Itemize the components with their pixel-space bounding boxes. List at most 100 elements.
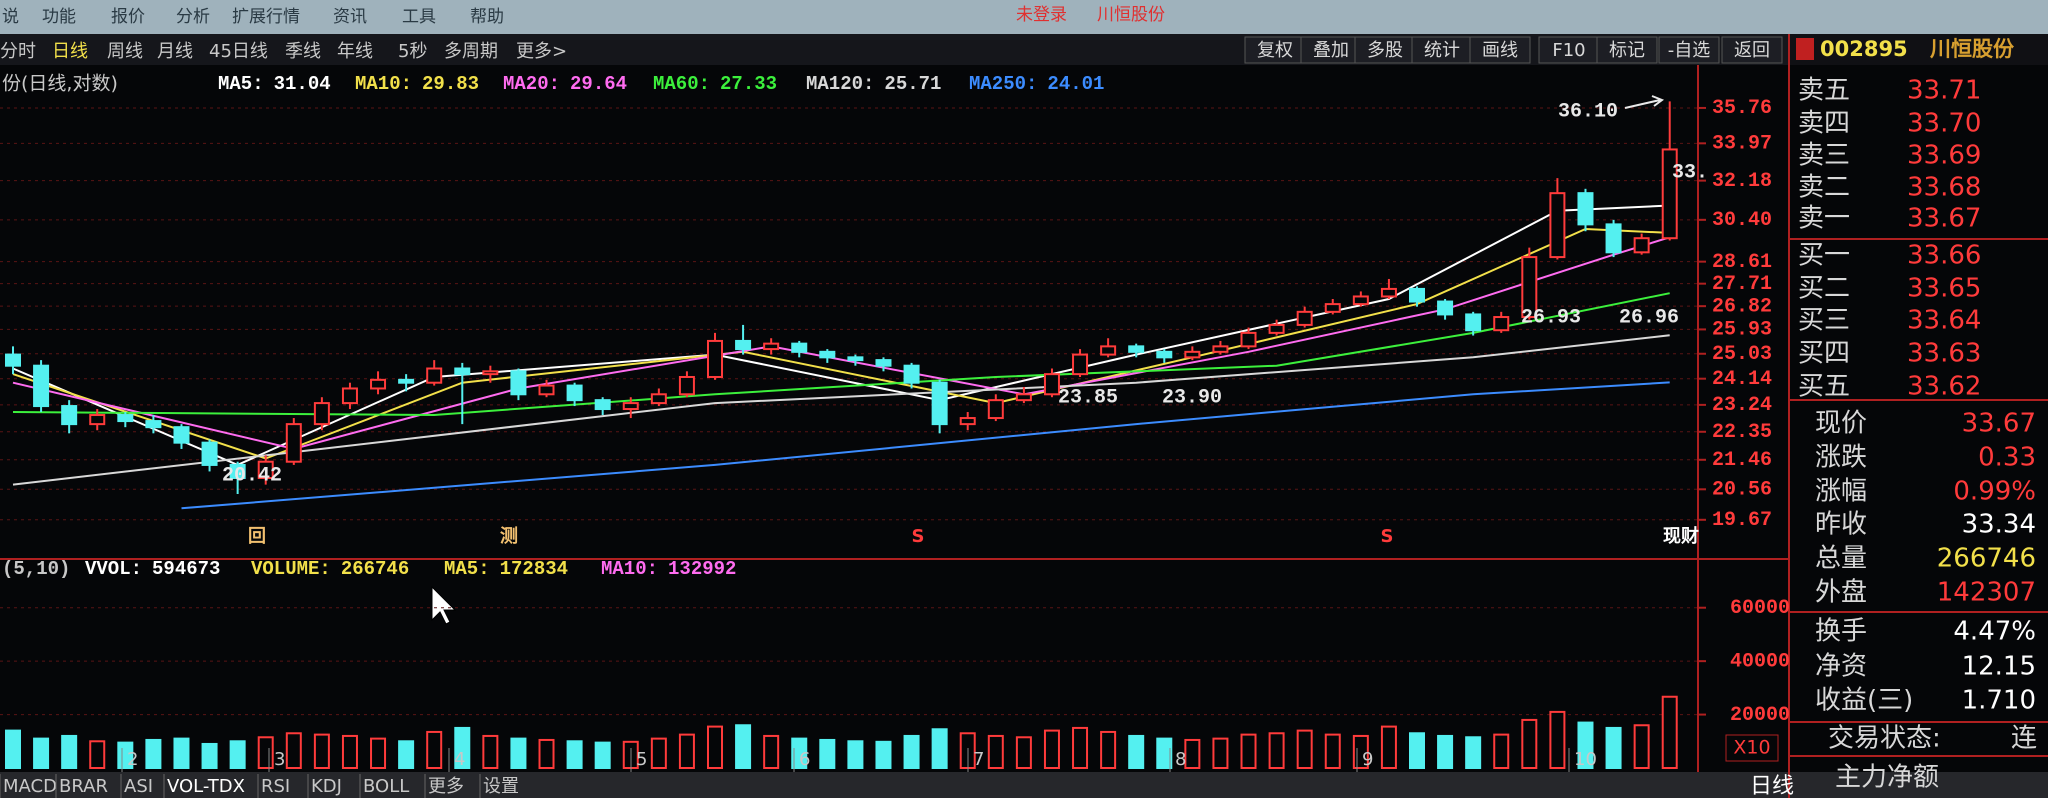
- y-tick-label: 27.71: [1712, 273, 1772, 296]
- status-label: 交易状态:: [1828, 724, 1941, 754]
- volume-bar: [313, 733, 330, 769]
- menu-item[interactable]: 帮助: [470, 7, 504, 27]
- event-marker[interactable]: 测: [500, 525, 518, 547]
- candle-body: [763, 342, 780, 351]
- toolbar-button[interactable]: [1244, 36, 1306, 64]
- toolbar-button[interactable]: [1469, 36, 1531, 64]
- menu-item[interactable]: 功能: [42, 7, 76, 27]
- toolbar-button-label[interactable]: 复权: [1257, 40, 1293, 61]
- quote-value: 33.34: [1962, 510, 2036, 540]
- candle-body: [650, 393, 667, 405]
- period-tab[interactable]: 周线: [107, 41, 143, 62]
- y-tick-label: 25.03: [1712, 343, 1772, 366]
- candle-body: [313, 402, 330, 426]
- period-tab[interactable]: 45日线: [209, 41, 268, 62]
- toolbar-button-label[interactable]: F10: [1552, 40, 1585, 61]
- order-book-label: 买五: [1798, 372, 1850, 402]
- volume-bar: [454, 726, 471, 770]
- menu-item[interactable]: 说: [2, 7, 19, 27]
- menu-item[interactable]: 报价: [111, 7, 145, 27]
- toolbar-button[interactable]: [1300, 36, 1362, 64]
- volume-legend-value: 594673: [152, 558, 220, 580]
- toolbar-button-label[interactable]: 叠加: [1313, 40, 1349, 61]
- period-tab[interactable]: 更多>: [516, 41, 567, 62]
- candle-body: [1380, 287, 1397, 298]
- candle-body: [1156, 350, 1173, 359]
- indicator-tab[interactable]: RSI: [261, 776, 290, 797]
- menu-item[interactable]: 扩展行情: [232, 7, 300, 27]
- volume-bar: [1633, 724, 1650, 769]
- toolbar-button-label[interactable]: 标记: [1609, 40, 1645, 61]
- period-tab[interactable]: 多周期: [444, 41, 498, 62]
- volume-bar: [1661, 695, 1678, 769]
- candle-body: [1296, 310, 1313, 326]
- volume-bar: [1324, 733, 1341, 769]
- indicator-tab[interactable]: VOL-TDX: [167, 776, 245, 797]
- candle-body: [1633, 237, 1650, 254]
- toolbar-button-label[interactable]: 统计: [1424, 40, 1460, 61]
- event-marker[interactable]: 现财: [1663, 525, 1699, 547]
- indicator-tab[interactable]: 更多: [428, 776, 464, 797]
- order-book-price: 33.64: [1907, 306, 1981, 336]
- toolbar-button[interactable]: [1596, 36, 1658, 64]
- period-tab[interactable]: 5秒: [398, 41, 427, 62]
- y-tick-label: 28.61: [1712, 251, 1772, 274]
- period-tab[interactable]: 季线: [285, 41, 321, 62]
- event-marker[interactable]: S: [1381, 526, 1394, 547]
- indicator-tab[interactable]: BOLL: [363, 776, 409, 797]
- volume-bar: [1184, 738, 1201, 770]
- y-tick-label: 21.46: [1712, 449, 1772, 472]
- toolbar-button[interactable]: [1354, 36, 1416, 64]
- candle-body: [145, 420, 162, 429]
- order-book-price: 33.66: [1907, 241, 1981, 271]
- order-book-price: 33.70: [1907, 109, 1981, 139]
- candle-body: [931, 381, 948, 426]
- event-marker[interactable]: 回: [248, 526, 266, 547]
- candle-body: [538, 384, 555, 396]
- volume-bar: [1521, 718, 1538, 770]
- volume-bar: [1437, 734, 1454, 770]
- toolbar-button[interactable]: [1658, 36, 1720, 64]
- toolbar-button-label[interactable]: -自选: [1668, 40, 1711, 61]
- period-tab[interactable]: 年线: [337, 41, 373, 62]
- toolbar-button[interactable]: [1411, 36, 1473, 64]
- event-marker[interactable]: S: [912, 526, 925, 547]
- toolbar-button[interactable]: [1721, 36, 1783, 64]
- volume-bar: [847, 740, 864, 769]
- toolbar-button-label[interactable]: 多股: [1367, 40, 1403, 61]
- toolbar-button-label[interactable]: 返回: [1734, 40, 1770, 61]
- candle-body: [678, 375, 695, 396]
- indicator-tab[interactable]: 设置: [483, 776, 519, 797]
- menu-item[interactable]: 资讯: [333, 7, 367, 27]
- order-book-price: 33.62: [1907, 372, 1981, 402]
- candle-body: [847, 356, 864, 362]
- unit-box: [1725, 734, 1779, 762]
- period-label[interactable]: 日线: [1750, 774, 1794, 798]
- quote-value: 4.47%: [1953, 617, 2036, 647]
- candle-body: [819, 350, 836, 359]
- indicator-tab[interactable]: MACD: [3, 776, 57, 797]
- indicator-tab[interactable]: BRAR: [59, 776, 108, 797]
- candle-body: [707, 339, 723, 378]
- volume-legend: VOLUME: 266746: [251, 558, 409, 580]
- candle-body: [1437, 300, 1454, 316]
- toolbar-button-label[interactable]: 画线: [1482, 40, 1518, 61]
- volume-legend: (5,10): [2, 558, 70, 580]
- window-title: 川恒股份: [1097, 5, 1165, 25]
- indicator-tab[interactable]: KDJ: [311, 776, 342, 797]
- volume-bar: [819, 738, 836, 770]
- period-tab[interactable]: 月线: [157, 41, 193, 62]
- window-title: 未登录: [1016, 5, 1067, 25]
- candle-body: [1015, 393, 1032, 402]
- volume-bar: [201, 742, 218, 770]
- period-tab[interactable]: 分时: [0, 41, 36, 62]
- candle-body: [1352, 295, 1369, 306]
- quote-value: 1.710: [1962, 686, 2036, 716]
- order-book-price: 33.67: [1907, 204, 1981, 234]
- menu-item[interactable]: 分析: [176, 7, 210, 27]
- candle-body: [1549, 192, 1566, 259]
- ma-legend-value: 25.71: [884, 73, 941, 95]
- menu-item[interactable]: 工具: [402, 7, 436, 27]
- period-tab[interactable]: 日线: [52, 41, 88, 62]
- indicator-tab[interactable]: ASI: [124, 776, 153, 797]
